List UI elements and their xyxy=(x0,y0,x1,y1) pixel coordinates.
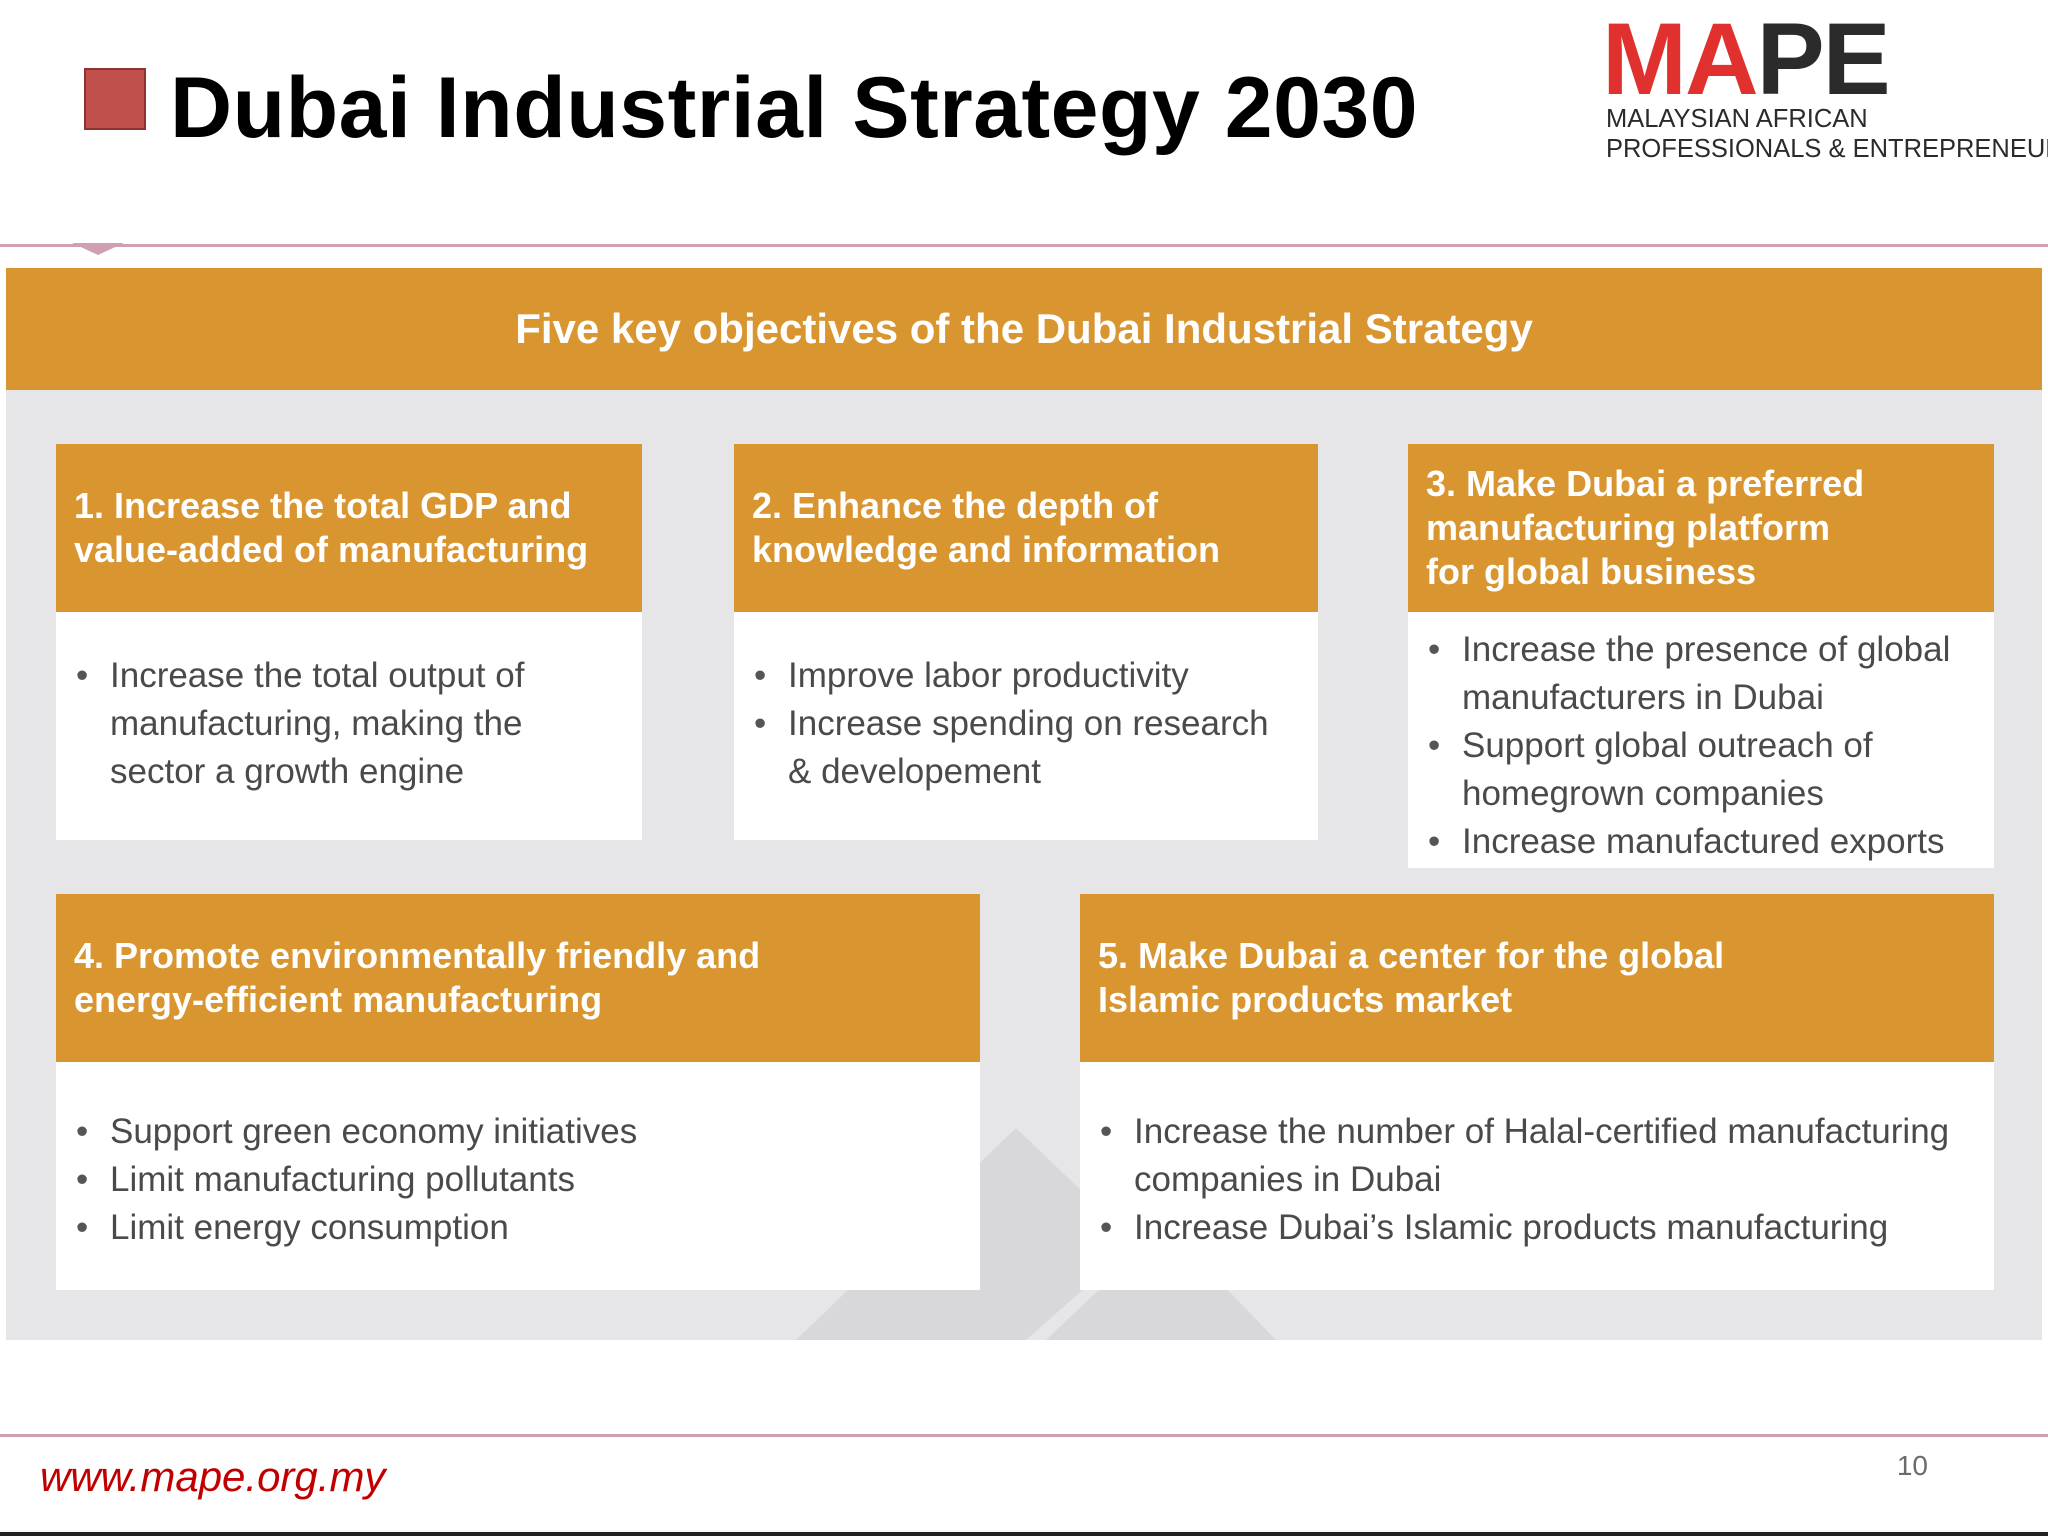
objective-heading-line: 3. Make Dubai a preferred xyxy=(1426,463,1865,504)
objectives-panel: Five key objectives of the Dubai Industr… xyxy=(6,268,2042,1340)
slide-bottom-edge xyxy=(0,1532,2048,1536)
footer-divider xyxy=(0,1434,2048,1437)
objective-heading-line: value-added of manufacturing xyxy=(74,529,589,570)
objective-heading-line: manufacturing platform xyxy=(1426,507,1831,548)
logo-wordmark-red: MA xyxy=(1602,2,1759,116)
objective-bullet: Increase spending on research & develope… xyxy=(752,700,1300,796)
objective-bullet: Improve labor productivity xyxy=(752,652,1300,700)
objective-card-5: 5. Make Dubai a center for the global Is… xyxy=(1080,894,1994,1290)
objective-heading-line: 4. Promote environmentally friendly and xyxy=(74,935,761,976)
logo-tagline-line-1: MALAYSIAN AFRICAN xyxy=(1606,105,1868,133)
objective-card-3-heading: 3. Make Dubai a preferred manufacturing … xyxy=(1408,444,1994,612)
objective-bullet: Increase Dubai’s Islamic products manufa… xyxy=(1098,1204,1976,1252)
objective-card-2: 2. Enhance the depth of knowledge and in… xyxy=(734,444,1318,840)
objective-card-5-body: Increase the number of Halal-certified m… xyxy=(1080,1062,1994,1290)
objective-card-1: 1. Increase the total GDP and value-adde… xyxy=(56,444,642,840)
objective-card-4-heading: 4. Promote environmentally friendly and … xyxy=(56,894,980,1062)
page-number: 10 xyxy=(1896,1450,1928,1481)
objective-card-3: 3. Make Dubai a preferred manufacturing … xyxy=(1408,444,1994,868)
mape-logo: MAPE MALAYSIAN AFRICAN PROFESSIONALS & E… xyxy=(1600,8,2048,170)
logo-tagline-line-2: PROFESSIONALS & ENTREPRENEURS xyxy=(1606,135,2048,163)
objective-card-1-body: Increase the total output of manufacturi… xyxy=(56,612,642,840)
title-bullet-square xyxy=(84,68,146,130)
objective-bullet: Increase the presence of global manufact… xyxy=(1426,626,1976,722)
objective-bullet: Increase the number of Halal-certified m… xyxy=(1098,1108,1976,1204)
objective-card-3-body: Increase the presence of global manufact… xyxy=(1408,612,1994,868)
objective-bullet: Support green economy initiatives xyxy=(74,1108,962,1156)
objective-heading-line: for global business xyxy=(1426,551,1757,592)
objective-heading-line: 1. Increase the total GDP and xyxy=(74,485,572,526)
objective-heading-line: knowledge and information xyxy=(752,529,1221,570)
logo-wordmark: MAPE xyxy=(1602,8,1891,110)
objective-bullet: Increase manufactured exports xyxy=(1426,818,1976,866)
footer-website-link[interactable]: www.mape.org.my xyxy=(40,1453,386,1500)
objective-heading-line: 5. Make Dubai a center for the global xyxy=(1098,935,1725,976)
objective-card-4: 4. Promote environmentally friendly and … xyxy=(56,894,980,1290)
objective-bullet: Limit manufacturing pollutants xyxy=(74,1156,962,1204)
slide-title: Dubai Industrial Strategy 2030 xyxy=(170,60,1419,156)
objective-bullet: Increase the total output of manufacturi… xyxy=(74,652,624,796)
objective-card-1-heading: 1. Increase the total GDP and value-adde… xyxy=(56,444,642,612)
header-divider xyxy=(0,244,2048,247)
objective-heading-line: Islamic products market xyxy=(1098,979,1513,1020)
objective-heading-line: 2. Enhance the depth of xyxy=(752,485,1159,526)
objective-heading-line: energy-efficient manufacturing xyxy=(74,979,603,1020)
objective-card-2-heading: 2. Enhance the depth of knowledge and in… xyxy=(734,444,1318,612)
objective-bullet: Support global outreach of homegrown com… xyxy=(1426,722,1976,818)
panel-banner: Five key objectives of the Dubai Industr… xyxy=(6,268,2042,390)
logo-wordmark-dark: PE xyxy=(1756,2,1891,116)
objective-bullet: Limit energy consumption xyxy=(74,1204,962,1252)
objective-card-4-body: Support green economy initiatives Limit … xyxy=(56,1062,980,1290)
objective-card-5-heading: 5. Make Dubai a center for the global Is… xyxy=(1080,894,1994,1062)
header-divider-notch xyxy=(72,243,124,255)
objective-card-2-body: Improve labor productivity Increase spen… xyxy=(734,612,1318,840)
